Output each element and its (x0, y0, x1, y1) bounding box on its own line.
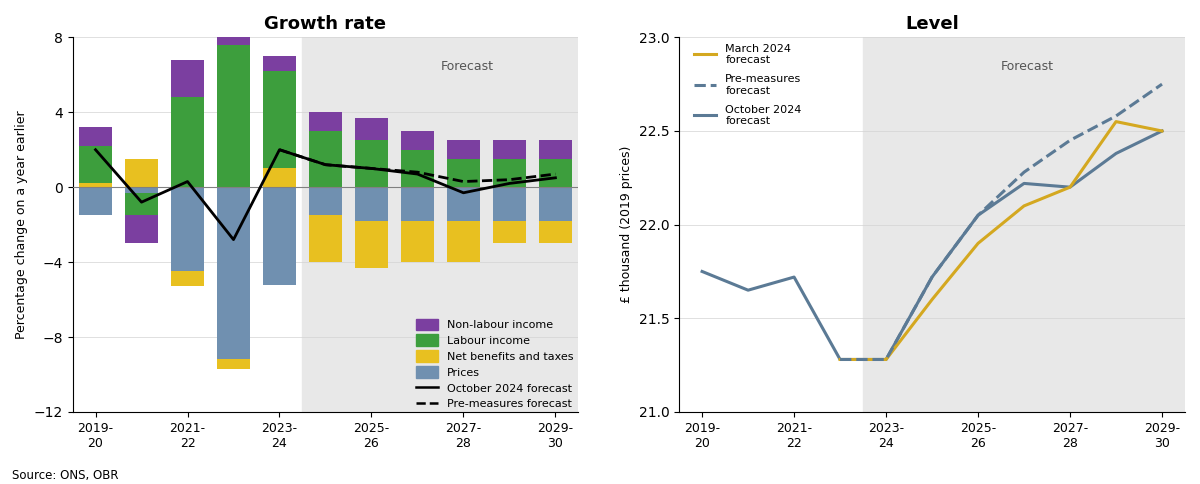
Y-axis label: £ thousand (2019 prices): £ thousand (2019 prices) (620, 146, 634, 303)
Bar (79, 146, 112, 183)
Bar (493, 187, 526, 221)
Bar (448, 221, 480, 262)
Bar (302, 37, 578, 412)
Bar (448, 159, 480, 187)
Bar (448, 187, 480, 221)
Bar (172, 272, 204, 287)
Bar (310, 131, 342, 187)
Text: Source: ONS, OBR: Source: ONS, OBR (12, 469, 119, 482)
Bar (401, 187, 433, 221)
Title: Growth rate: Growth rate (264, 15, 386, 33)
Bar (310, 215, 342, 262)
Legend: Non-labour income, Labour income, Net benefits and taxes, Prices, October 2024 f: Non-labour income, Labour income, Net be… (412, 314, 578, 414)
Y-axis label: Percentage change on a year earlier: Percentage change on a year earlier (16, 110, 28, 339)
Bar (539, 221, 571, 243)
Bar (539, 159, 571, 187)
Bar (355, 221, 388, 268)
Bar (539, 187, 571, 221)
Bar (263, 187, 295, 285)
Bar (355, 118, 388, 140)
Bar (493, 140, 526, 159)
Bar (310, 187, 342, 215)
Bar (448, 140, 480, 159)
Bar (126, 193, 157, 215)
Bar (401, 221, 433, 262)
Text: Forecast: Forecast (440, 60, 493, 73)
Bar (401, 131, 433, 150)
Bar (79, 127, 112, 146)
Bar (172, 60, 204, 97)
Bar (79, 187, 112, 215)
Bar (126, 215, 157, 243)
Bar (79, 183, 112, 187)
Bar (493, 159, 526, 187)
Bar (863, 37, 1186, 412)
Bar (217, 45, 250, 187)
Bar (172, 97, 204, 187)
Bar (217, 360, 250, 369)
Bar (539, 140, 571, 159)
Bar (263, 71, 295, 168)
Bar (355, 187, 388, 221)
Legend: March 2024
forecast, Pre-measures
forecast, October 2024
forecast: March 2024 forecast, Pre-measures foreca… (690, 39, 806, 131)
Bar (217, 17, 250, 45)
Bar (263, 56, 295, 71)
Bar (493, 221, 526, 243)
Bar (172, 187, 204, 272)
Text: Forecast: Forecast (1001, 60, 1054, 73)
Bar (126, 187, 157, 193)
Bar (217, 187, 250, 360)
Bar (263, 168, 295, 187)
Bar (355, 140, 388, 187)
Bar (401, 150, 433, 187)
Bar (126, 159, 157, 187)
Title: Level: Level (905, 15, 959, 33)
Bar (310, 112, 342, 131)
